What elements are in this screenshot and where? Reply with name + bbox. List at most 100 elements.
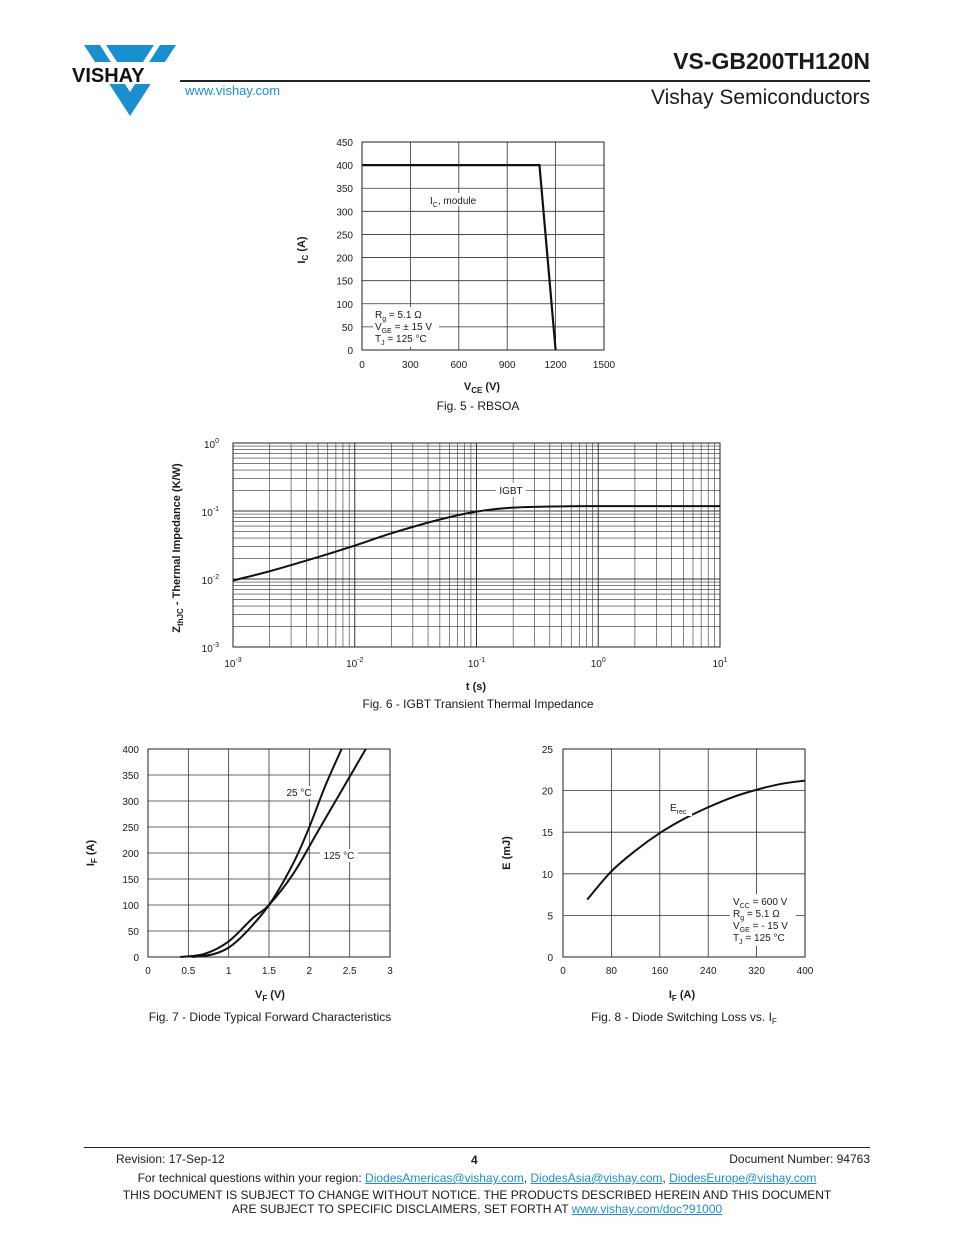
fig7-label-125: 125 °C	[324, 851, 355, 862]
fig7-label-bg	[282, 786, 316, 799]
fig5-ytick: 250	[336, 230, 353, 241]
fig5-xtick: 1500	[593, 360, 616, 371]
part-number: VS-GB200TH120N	[673, 48, 870, 74]
fig5-xtick: 300	[402, 360, 419, 371]
fig5-ytick: 350	[336, 184, 353, 195]
fig8-condition: VCC = 600 V	[733, 897, 788, 910]
fig8-curve-label: Erec	[670, 803, 687, 816]
fig5-frame	[361, 141, 605, 351]
fig5-curve-label: IC, module	[430, 196, 477, 209]
fig7-xlabel: VF (V)	[255, 989, 285, 1003]
fig7-annotations: VF (V) IF (A) Fig. 7 - Diode Typical For…	[85, 840, 391, 1024]
fig7-ytick: 100	[122, 901, 139, 912]
fig5-xtick: 900	[499, 360, 516, 371]
fig7-ytick: 50	[128, 927, 140, 938]
fig6-xtick: 101	[712, 657, 727, 670]
disclaimer-link[interactable]: www.vishay.com/doc?91000	[571, 1202, 723, 1216]
fig7-xtick: 0.5	[181, 966, 195, 977]
fig5-condition: VGE = ± 15 V	[375, 322, 432, 335]
company-name: Vishay Semiconductors	[650, 86, 870, 109]
fig7-ytick: 300	[122, 797, 139, 808]
fig8-ytick: 10	[542, 870, 554, 881]
fig8-xtick: 0	[560, 966, 566, 977]
fig5-series-line	[362, 164, 557, 351]
fig6-ylabel: ZthJC - Thermal Impedance (K/W)	[171, 463, 185, 633]
fig6-caption: Fig. 6 - IGBT Transient Thermal Impedanc…	[363, 697, 594, 711]
fig6-annotations: t (s) ZthJC - Thermal Impedance (K/W) Fi…	[171, 463, 594, 711]
fig5-label-bg	[428, 193, 483, 206]
fig8-ytick: 15	[542, 828, 554, 839]
fig7-xtick: 2	[307, 966, 313, 977]
fig6-xlabel: t (s)	[466, 681, 487, 693]
fig5-ytick: 150	[336, 277, 353, 288]
fig5-caption: Fig. 5 - RBSOA	[437, 399, 520, 413]
header-rule	[180, 80, 870, 82]
fig8-ylabel: E (mJ)	[501, 836, 513, 870]
fig8-xtick: 400	[797, 966, 814, 977]
fig8-cond-bg	[730, 894, 796, 946]
fig8-xtick: 240	[700, 966, 717, 977]
footer-contacts: For technical questions within your regi…	[137, 1171, 817, 1185]
fig8-condition: TJ = 125 °C	[733, 933, 785, 946]
fig8-ytick: 25	[542, 745, 554, 756]
fig6-xtick: 10-3	[224, 657, 241, 670]
fig8-caption: Fig. 8 - Diode Switching Loss vs. IF	[591, 1010, 777, 1026]
fig7-xtick: 2.5	[343, 966, 357, 977]
page-number: 4	[471, 1153, 478, 1167]
fig6-xtick: 100	[591, 657, 606, 670]
fig8-ytick: 0	[547, 953, 553, 964]
fig8-xtick: 80	[606, 966, 618, 977]
fig5-xtick: 600	[450, 360, 467, 371]
notice-prefix: ARE SUBJECT TO SPECIFIC DISCLAIMERS, SET…	[231, 1202, 569, 1216]
fig5-xlabel: VCE (V)	[464, 381, 501, 395]
revision: Revision: 17-Sep-12	[116, 1152, 225, 1166]
fig7-ytick: 400	[122, 745, 139, 756]
fig8-annotations: IF (A) E (mJ) Fig. 8 - Diode Switching L…	[501, 836, 777, 1026]
fig7-ytick: 150	[122, 875, 139, 886]
fig5-ytick: 300	[336, 207, 353, 218]
fig8-series-line	[586, 779, 806, 901]
fig8-xtick: 160	[651, 966, 668, 977]
fig8-condition: Rg = 5.1 Ω	[733, 909, 780, 922]
fig5-condition: Rg = 5.1 Ω	[375, 310, 422, 323]
fig5-ytick: 450	[336, 138, 353, 149]
fig6-series-line	[232, 505, 721, 582]
fig7-ytick: 200	[122, 849, 139, 860]
fig7-label-25: 25 °C	[286, 788, 311, 799]
email-europe[interactable]: DiodesEurope@vishay.com	[669, 1171, 817, 1185]
fig7-ytick: 250	[122, 823, 139, 834]
website-link[interactable]: www.vishay.com	[185, 83, 281, 98]
fig8-ytick: 5	[547, 911, 553, 922]
notice-line-1: THIS DOCUMENT IS SUBJECT TO CHANGE WITHO…	[122, 1188, 832, 1202]
fig8-condition: VGE = - 15 V	[733, 921, 788, 934]
footer-rule	[84, 1147, 870, 1148]
vishay-logo: VISHAY	[70, 45, 178, 116]
fig7-ylabel: IF (A)	[85, 840, 99, 867]
fig5-ytick: 200	[336, 254, 353, 265]
fig8-ytick: 20	[542, 787, 554, 798]
fig6-label-bg	[496, 483, 526, 497]
fig7-ytick: 0	[133, 953, 139, 964]
fig6-ytick: 100	[204, 438, 219, 451]
fig6-ytick: 10-2	[202, 574, 219, 587]
fig5-ytick: 400	[336, 161, 353, 172]
fig5-xtick: 0	[359, 360, 365, 371]
fig8-frame	[562, 748, 806, 958]
svg-text:VISHAY: VISHAY	[72, 65, 145, 87]
email-americas[interactable]: DiodesAmericas@vishay.com	[365, 1171, 524, 1185]
fig5-ytick: 100	[336, 300, 353, 311]
fig7-xtick: 1	[226, 966, 232, 977]
fig7-xtick: 3	[387, 966, 393, 977]
document-number: Document Number: 94763	[729, 1152, 870, 1166]
fig8-xlabel: IF (A)	[669, 989, 696, 1003]
fig7-frame	[147, 748, 391, 958]
fig6-xtick: 10-2	[346, 657, 363, 670]
fig6-ytick: 10-1	[202, 506, 219, 519]
fig5-ylabel: IC (A)	[296, 236, 310, 264]
fig5-ytick: 50	[342, 323, 354, 334]
email-asia[interactable]: DiodesAsia@vishay.com	[530, 1171, 663, 1185]
fig8-label-bg	[668, 802, 692, 816]
fig7-xtick: 0	[145, 966, 151, 977]
notice-line-2: ARE SUBJECT TO SPECIFIC DISCLAIMERS, SET…	[0, 1202, 954, 1216]
